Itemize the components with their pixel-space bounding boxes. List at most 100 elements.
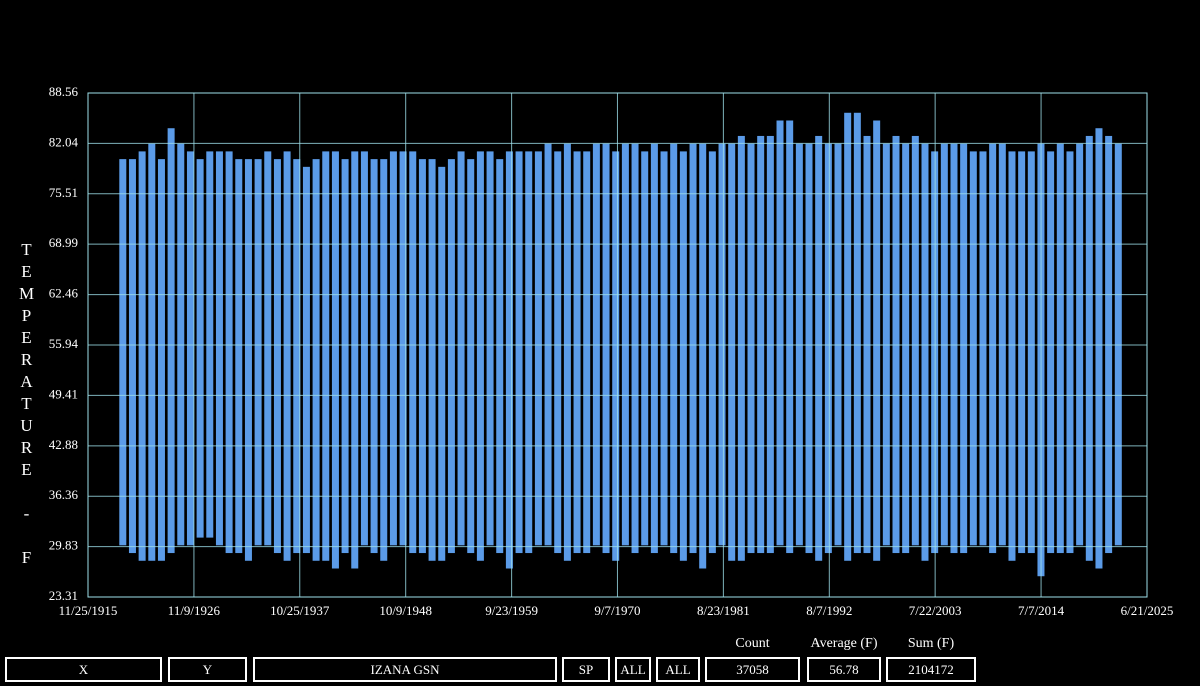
range-bar (496, 159, 504, 554)
range-bar (302, 166, 310, 554)
range-bar (1047, 151, 1055, 554)
y-tick-label: 75.51 (49, 185, 78, 200)
range-bar (167, 128, 175, 554)
range-bar (447, 159, 455, 554)
range-bar (631, 143, 639, 554)
range-bar (1066, 151, 1074, 554)
y-tick-label: 68.99 (49, 235, 78, 250)
range-bar (428, 159, 436, 561)
range-bar (196, 159, 204, 538)
range-bar (911, 135, 919, 546)
range-bar (1008, 151, 1016, 561)
x-tick-label: 8/7/1992 (806, 603, 852, 618)
range-bar (969, 151, 977, 546)
range-bar (534, 151, 542, 546)
all-button[interactable]: ALL (615, 657, 651, 682)
x-tick-label: 8/23/1981 (697, 603, 750, 618)
range-bar (418, 159, 426, 554)
range-bar (641, 151, 649, 546)
range-bar (157, 159, 165, 561)
range-bar (331, 151, 339, 569)
range-bar (902, 143, 910, 554)
y-axis-label: TEMPERATURE - F (17, 240, 36, 570)
range-bar (235, 159, 243, 554)
range-bar (844, 112, 852, 561)
x-tick-label: 6/21/2025 (1121, 603, 1174, 618)
station-button[interactable]: IZANA GSN (253, 657, 557, 682)
range-bar (457, 151, 465, 546)
y-tick-label: 82.04 (49, 134, 79, 149)
range-bar (138, 151, 146, 561)
range-bar (380, 159, 388, 561)
stat-value: 2104172 (886, 657, 976, 682)
range-bar (989, 143, 997, 554)
range-bar (1095, 128, 1103, 569)
range-bar (244, 159, 252, 561)
range-bar (670, 143, 678, 554)
range-bar (215, 151, 223, 546)
range-bar (273, 159, 281, 554)
x-tick-label: 9/23/1959 (485, 603, 538, 618)
chart: 23.31 29.83 36.36 42.88 49.41 55.94 62.46 68.99… (49, 84, 1174, 618)
y-tick-label: 42.88 (49, 437, 78, 452)
range-bar (360, 151, 368, 546)
range-bar (747, 143, 755, 554)
stat-value: 56.78 (807, 657, 881, 682)
range-bar (554, 151, 562, 554)
range-bar (679, 151, 687, 561)
range-bar (254, 159, 262, 546)
range-bar (650, 143, 658, 554)
range-bar (583, 151, 591, 554)
x-tick-label: 7/7/2014 (1018, 603, 1065, 618)
range-bar (467, 159, 475, 554)
range-bar (979, 151, 987, 546)
range-bar (1018, 151, 1026, 554)
range-bar (815, 135, 823, 561)
range-bar (351, 151, 359, 569)
y-button[interactable]: Y (168, 657, 247, 682)
range-bar (525, 151, 533, 554)
range-bar (293, 159, 301, 554)
range-bar (148, 143, 156, 561)
y-tick-label: 29.83 (49, 538, 78, 553)
y-tick-label: 62.46 (49, 286, 79, 301)
range-bar (689, 143, 697, 554)
range-bar (699, 143, 707, 569)
y-tick-label: 23.31 (49, 588, 78, 603)
range-bar (476, 151, 484, 561)
range-bar (515, 151, 523, 554)
y-tick-label: 88.56 (49, 84, 79, 99)
range-bar (225, 151, 233, 554)
range-bar (612, 151, 620, 561)
sp-button[interactable]: SP (562, 657, 610, 682)
y-tick-label: 36.36 (49, 487, 79, 502)
range-bar (921, 143, 929, 561)
plot-frame (87, 92, 1148, 598)
range-bar (264, 151, 272, 546)
range-bar (322, 151, 330, 561)
stat-label: Sum (F) (907, 636, 955, 651)
range-bar (950, 143, 958, 554)
x-button[interactable]: X (5, 657, 162, 682)
range-bar (873, 120, 881, 561)
range-bar (389, 151, 397, 546)
range-bar (776, 120, 784, 546)
range-bar (660, 151, 668, 546)
range-bar (853, 112, 861, 554)
range-bar (186, 151, 194, 546)
range-bar (960, 143, 968, 554)
range-bar (486, 151, 494, 546)
range-bar (563, 143, 571, 561)
range-bar (283, 151, 291, 561)
range-bar (708, 151, 716, 554)
stat-value: 37058 (705, 657, 800, 682)
x-tick-label: 9/7/1970 (594, 603, 640, 618)
range-bar (341, 159, 349, 554)
stat-label: Average (F) (810, 636, 878, 651)
range-bar (1056, 143, 1064, 554)
range-bar (602, 143, 610, 554)
all-button[interactable]: ALL (656, 657, 700, 682)
stat-label: Count (735, 636, 770, 651)
y-tick-label: 49.41 (49, 386, 78, 401)
